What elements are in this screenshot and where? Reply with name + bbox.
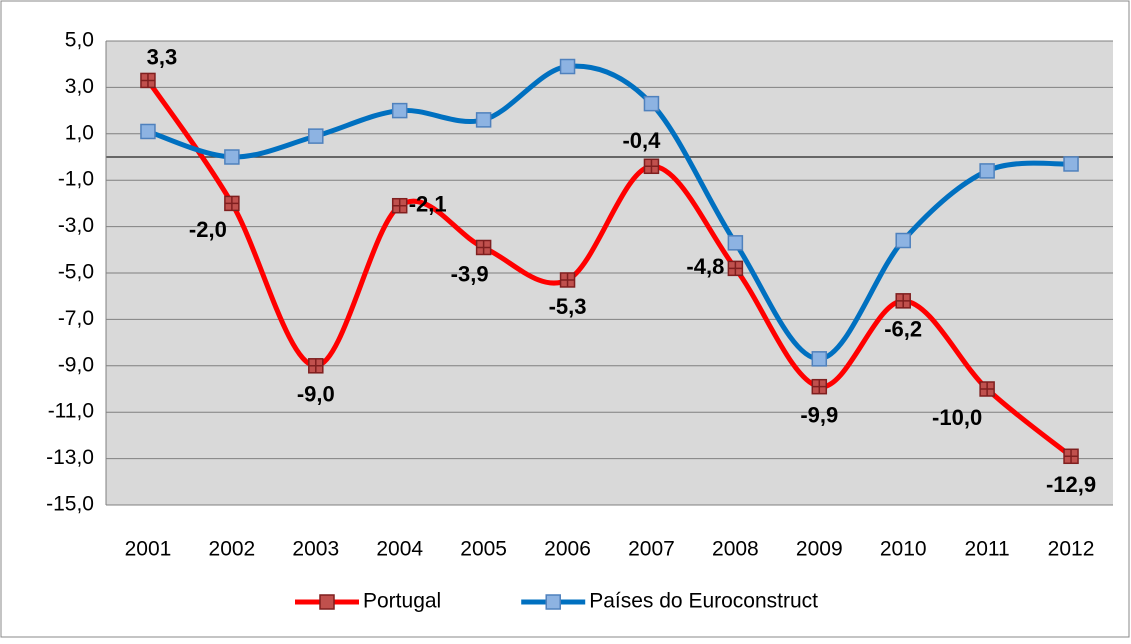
marker [1063, 156, 1079, 172]
marker [559, 58, 576, 75]
marker [895, 232, 911, 249]
y-tick-label: 5,0 [65, 29, 94, 52]
data-label: -12,9 [1046, 472, 1096, 497]
y-tick-label: -15,0 [46, 493, 94, 516]
y-tick-label: -5,0 [58, 261, 94, 284]
marker [391, 102, 408, 119]
y-tick-label: -9,0 [58, 353, 94, 376]
data-label: -5,3 [549, 294, 587, 319]
data-label: -0,4 [622, 128, 661, 153]
y-tick-label: -1,0 [58, 168, 94, 191]
x-tick-label: 2010 [880, 538, 927, 561]
x-tick-label: 2012 [1048, 538, 1095, 561]
y-tick-label: 3,0 [65, 75, 94, 98]
x-tick-label: 2006 [544, 538, 591, 561]
marker-cross [140, 73, 155, 88]
data-label: -6,2 [884, 317, 922, 342]
data-label: -9,0 [297, 382, 335, 407]
y-tick-label: -7,0 [58, 307, 94, 330]
marker-cross [1064, 449, 1079, 464]
x-tick-label: 2001 [125, 538, 172, 561]
data-label: -9,9 [800, 402, 838, 427]
x-tick-label: 2005 [460, 538, 507, 561]
x-tick-label: 2004 [376, 538, 423, 561]
y-tick-label: -11,0 [48, 400, 94, 423]
legend-marker [545, 594, 561, 610]
legend-marker [319, 594, 335, 610]
marker-cross [308, 358, 323, 373]
data-label: -10,0 [932, 405, 982, 430]
marker-cross [644, 159, 659, 174]
x-tick-label: 2009 [796, 538, 843, 561]
y-tick-label: -3,0 [58, 214, 94, 237]
marker [224, 149, 240, 165]
marker-cross [392, 198, 407, 213]
data-label: -2,1 [409, 192, 447, 217]
marker-cross [476, 240, 491, 255]
x-tick-label: 2011 [965, 538, 1010, 561]
data-label: 3,3 [147, 44, 178, 69]
x-tick-label: 2008 [712, 538, 759, 561]
data-label: -2,0 [189, 217, 227, 242]
marker [811, 351, 828, 367]
x-tick-label: 2002 [209, 538, 256, 561]
legend-label: Portugal [363, 590, 441, 613]
marker [308, 128, 324, 144]
marker-cross [224, 196, 239, 211]
marker [979, 163, 995, 179]
marker [727, 235, 744, 251]
x-tick-label: 2007 [628, 538, 675, 561]
marker-cross [560, 272, 575, 287]
legend-label: Países do Euroconstruct [589, 590, 818, 613]
marker [643, 95, 660, 112]
data-label: -4,8 [686, 254, 724, 279]
data-label: -3,9 [451, 261, 489, 286]
y-tick-label: 1,0 [65, 121, 94, 144]
marker-cross [896, 293, 911, 308]
marker [140, 123, 156, 140]
y-tick-label: -13,0 [46, 446, 94, 469]
marker-cross [980, 382, 995, 396]
marker [475, 112, 492, 128]
x-tick-label: 2003 [292, 538, 339, 561]
marker-cross [728, 261, 743, 276]
marker-cross [812, 379, 827, 394]
